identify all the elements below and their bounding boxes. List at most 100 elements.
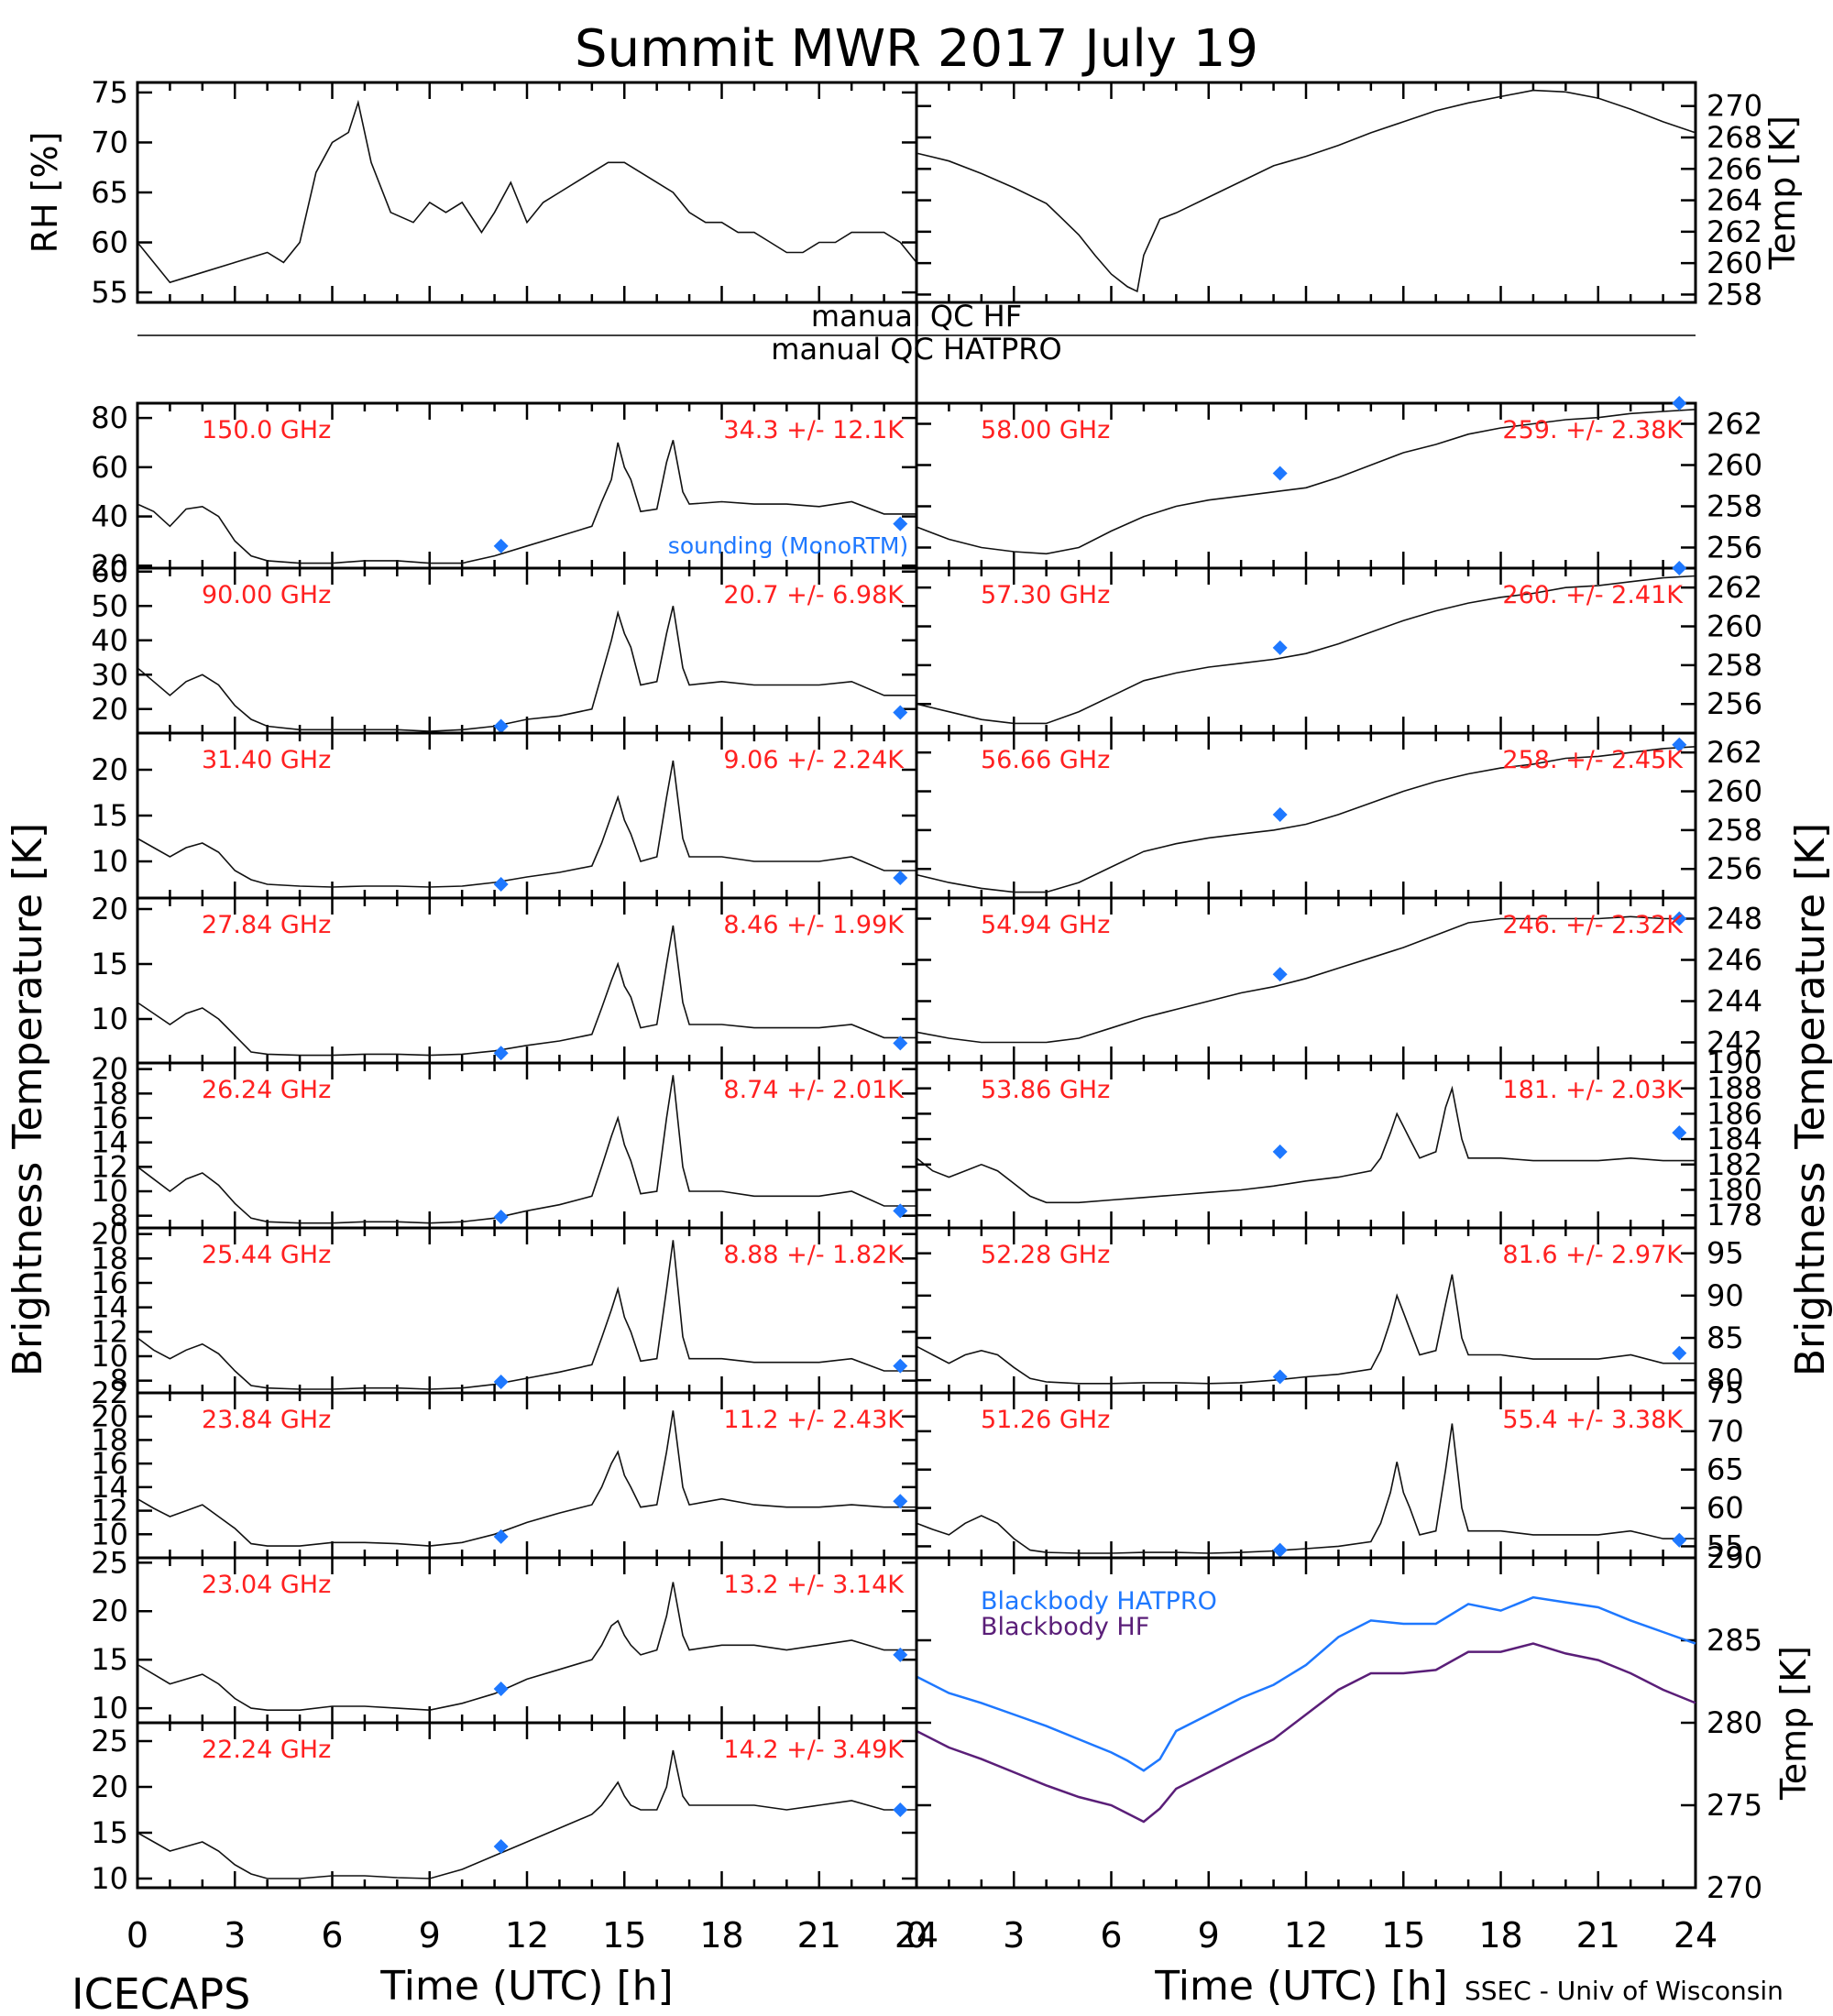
sounding-marker [1272,1369,1288,1385]
sounding-marker [1672,1532,1687,1548]
panel-0: 55 60 65 70 75 RH [%] [25,75,918,310]
x-tick-label: 18 [699,1915,743,1956]
y-tick-label: 260 [1707,246,1762,280]
y-tick-label: 268 [1707,120,1762,155]
sounding-marker [893,516,908,531]
y-tick-label: 75 [91,75,128,110]
y-tick-label: 258 [1707,277,1762,312]
y-tick-label: 70 [91,125,128,159]
y-tick-label: 178 [1707,1198,1762,1233]
y-tick-label: 262 [1707,214,1762,249]
y-tick-label: 262 [1707,735,1762,770]
legend-entry: Blackbody HF [981,1613,1149,1641]
stat-label: 81.6 +/- 2.97K [1502,1241,1684,1269]
y-tick-label: 275 [1707,1788,1762,1823]
y-tick-label: 260 [1707,609,1762,644]
y-tick-label: 18 [91,1076,128,1111]
stat-label: 14.2 +/- 3.49K [723,1736,905,1764]
y-ticks: 10 15 20 25 [91,1724,916,1896]
x-tick-label: 0 [906,1915,927,1956]
panel-10: 10 15 20 25 22.24 GHz 14.2 +/- 3.49K [91,1721,918,1896]
series-line [916,409,1696,555]
y-tick-label: 285 [1707,1623,1762,1658]
x-tick-label: 24 [895,1915,938,1956]
series-line [916,1423,1696,1554]
channel-label: 27.84 GHz [202,911,331,939]
y-tick-label: 25 [91,1724,128,1759]
sounding-marker [893,1647,908,1662]
panel-14: 242 244 246 248 54.94 GHz 246. +/- 2.32K [915,896,1762,1065]
y-tick-label: 10 [91,1174,128,1209]
series-line [137,99,917,284]
y-tick-label: 18 [91,1422,128,1457]
stat-label: 258. +/- 2.45K [1502,746,1684,774]
x-tick-label: 3 [1003,1915,1025,1956]
footer-icecaps: ICECAPS [71,1969,250,2016]
x-tick-label: 0 [126,1915,148,1956]
sounding-marker [1672,1125,1687,1141]
y-tick-label: 14 [91,1125,128,1160]
y-tick-label: 55 [91,275,128,310]
temp-axis-label: Temp [K] [1773,1646,1814,1801]
x-tick-label: 18 [1478,1915,1522,1956]
sounding-marker [493,877,509,892]
y-tick-label: 80 [1707,1363,1744,1397]
sounding-marker [1672,737,1687,752]
sounding-marker [1272,967,1288,982]
x-tick-label: 21 [1576,1915,1620,1956]
series-line [137,1582,916,1712]
series-line [137,760,916,888]
x-tick-label: 9 [419,1915,441,1956]
y-tick-label: 60 [1707,1491,1744,1526]
y-tick-label: 15 [91,1642,128,1677]
channel-label: 31.40 GHz [202,746,331,774]
stat-label: 9.06 +/- 2.24K [723,746,905,774]
y-tick-label: 180 [1707,1172,1762,1207]
series-line [916,915,1696,1044]
sounding-marker [493,1046,509,1061]
y-ticks: 20 40 60 80 [91,400,916,583]
y-tick-label: 12 [91,1314,128,1349]
sounding-marker [893,705,908,720]
y-tick-label: 248 [1707,902,1762,937]
x-tick-label: 6 [1100,1915,1122,1956]
x-tick-labels-right: 0 3 6 9 12 15 18 21 24 [906,1915,1718,1956]
sounding-marker [893,871,908,885]
y-tick-label: 266 [1707,151,1762,186]
sounding-marker [1272,1542,1288,1558]
sounding-marker [1672,1345,1687,1361]
panel-4: 10 15 20 31.40 GHz 9.06 +/- 2.24K [91,731,918,900]
sounding-marker [1272,1144,1288,1159]
legend-entry: Blackbody HATPRO [981,1587,1217,1616]
panel-5: 10 15 20 27.84 GHz 8.46 +/- 1.99K [91,892,918,1065]
y-tick-label: 65 [91,175,128,210]
panel-2: 20 40 60 80 150.0 GHz 34.3 +/- 12.1K sounding … [91,400,918,583]
y-tick-label: 256 [1707,851,1762,886]
y-tick-label: 16 [91,1101,128,1135]
stat-label: 34.3 +/- 12.1K [723,416,905,444]
stat-label: 8.88 +/- 1.82K [723,1241,905,1269]
series-line [137,440,916,564]
y-ticks: 242 244 246 248 [916,902,1762,1060]
y-tick-label: 70 [1707,1414,1744,1449]
x-tick-label: 21 [797,1915,841,1956]
sounding-marker [493,718,509,734]
channel-label: 90.00 GHz [202,581,331,609]
y-tick-label: 30 [91,657,128,692]
sounding-marker [893,1203,908,1219]
y-tick-label: 8 [110,1364,128,1398]
y-tick-label: 16 [91,1446,128,1481]
x-tick-label: 24 [1674,1915,1718,1956]
y-tick-label: 40 [91,499,128,534]
sounding-marker [493,1681,509,1696]
y-tick-label: 10 [91,844,128,879]
x-axis-label-left: Time (UTC) [h] [379,1963,673,2010]
series-line [916,746,1696,893]
